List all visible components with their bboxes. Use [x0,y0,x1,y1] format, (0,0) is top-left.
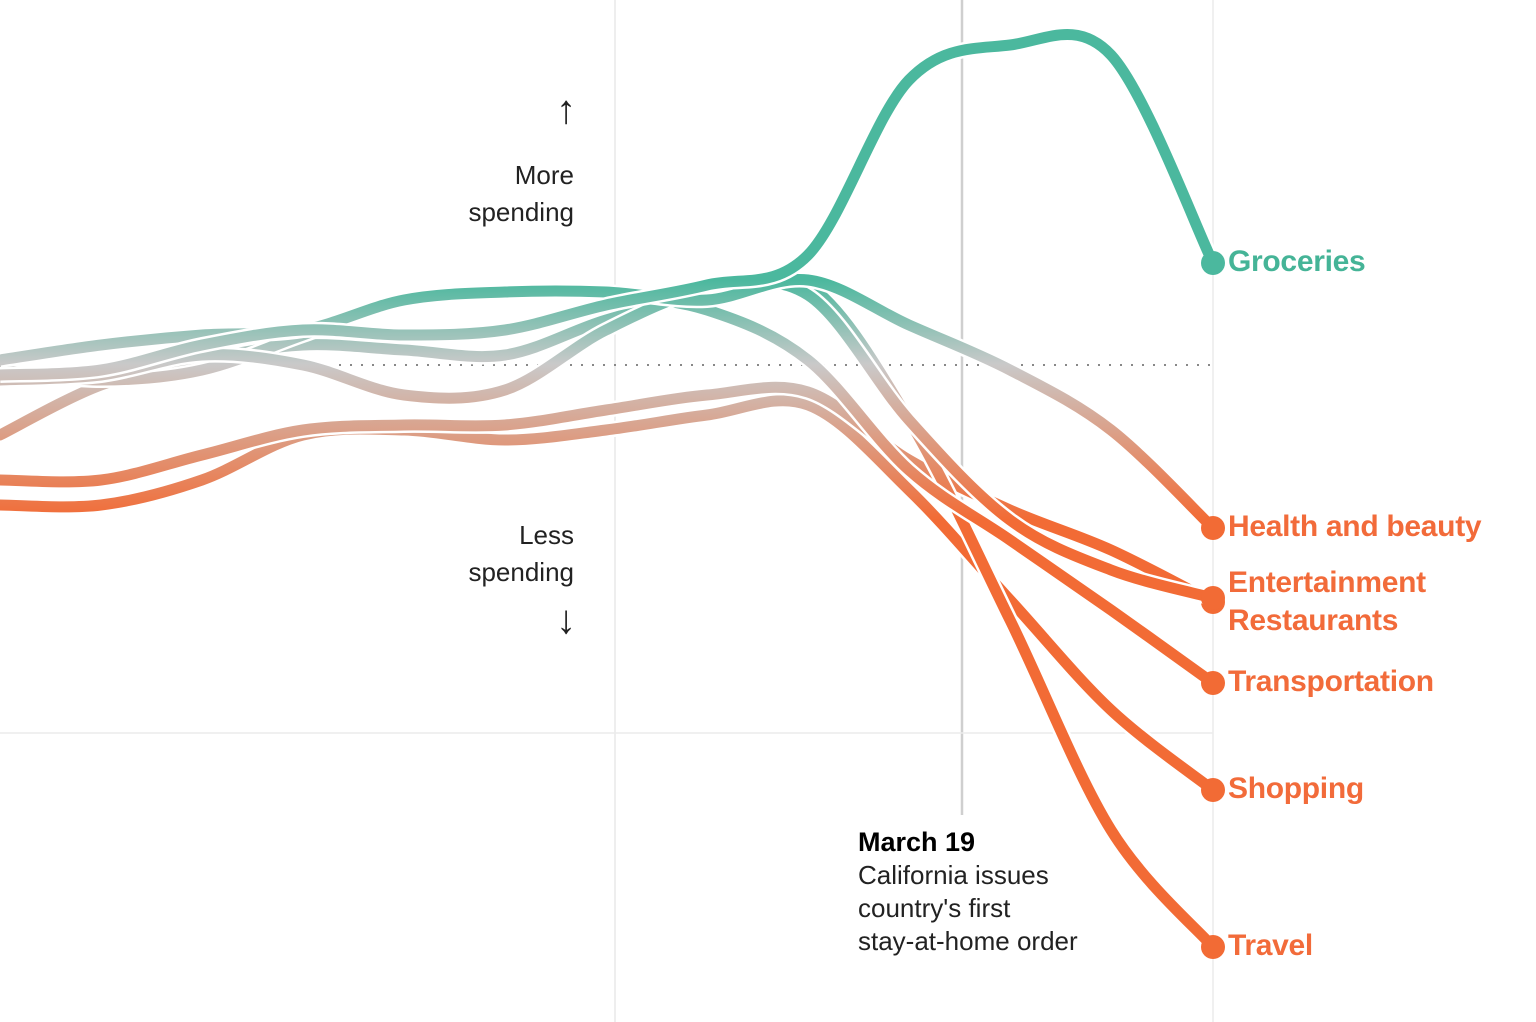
event-line: California issues [858,860,1049,890]
gridlines [0,0,1214,1022]
spending-label: spending [468,557,574,587]
health-and-beauty-line [0,273,1219,534]
up-arrow-icon: ↑ [556,88,576,132]
groceries-line [0,29,1219,381]
transportation-end-point [1201,671,1225,695]
less-spending-note: Less spending [468,517,574,591]
health-and-beauty-end-point [1201,516,1225,540]
health-and-beauty-label: Health and beauty [1228,510,1482,543]
groceries-label: Groceries [1228,245,1366,278]
transportation-label: Transportation [1228,665,1434,698]
more-spending-note: More spending [468,157,574,231]
entertainment-label: Entertainment [1228,566,1426,599]
event-line: stay-at-home order [858,926,1078,956]
event-line: country's first [858,893,1011,923]
entertainment-line [0,276,1219,604]
down-arrow-icon: ↓ [556,598,576,642]
more-label: More [514,160,574,190]
entertainment-end-point [1201,586,1225,610]
travel-end-point [1201,935,1225,959]
groceries-end-point [1201,251,1225,275]
event-annotation: March 19 California issues country's fir… [858,826,1078,958]
restaurants-label: Restaurants [1228,604,1399,637]
event-title: March 19 [858,827,976,857]
shopping-line [0,395,1219,796]
shopping-label: Shopping [1228,772,1364,805]
shopping-end-point [1201,778,1225,802]
travel-label: Travel [1228,929,1313,962]
spending-label: spending [468,197,574,227]
less-label: Less [519,520,574,550]
